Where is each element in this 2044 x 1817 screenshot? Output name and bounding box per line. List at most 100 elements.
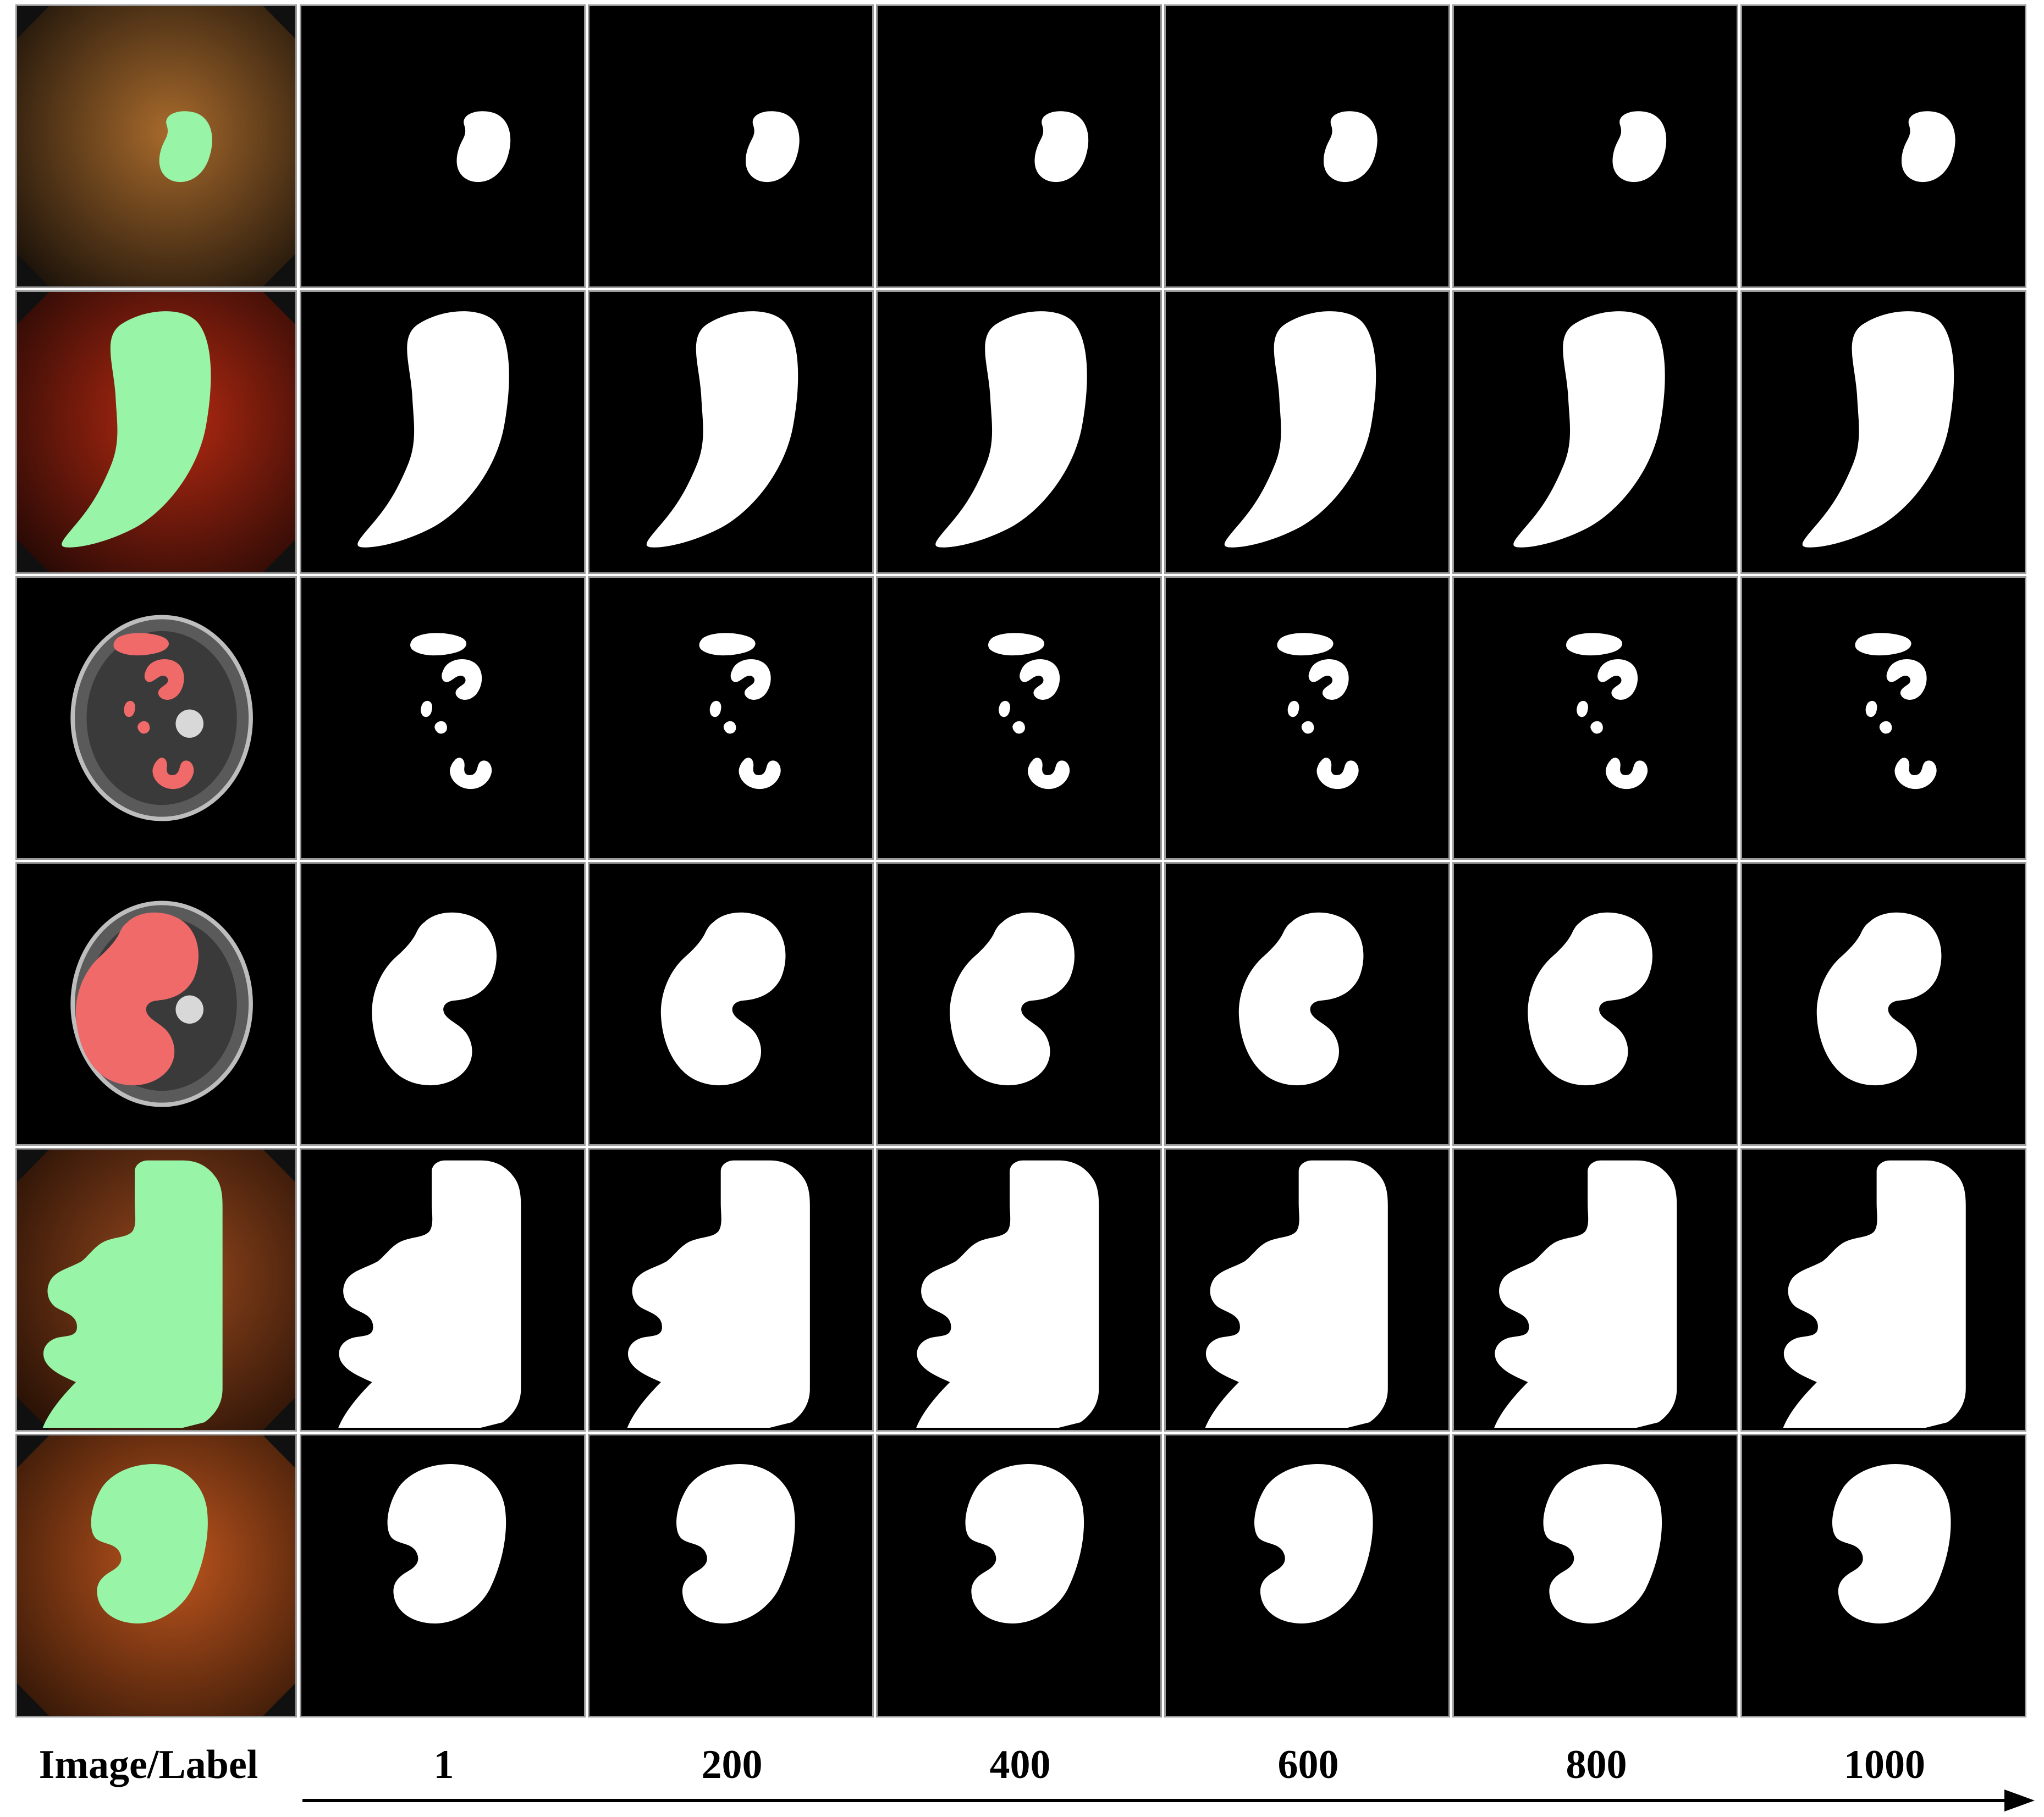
label-overlay: [62, 311, 211, 548]
label-region: [124, 700, 135, 717]
mask-tile: [1740, 290, 2026, 574]
source-image-tile: [15, 576, 297, 860]
mask-tile: [300, 1434, 586, 1717]
mask-tile: [1164, 576, 1450, 860]
mask-region: [916, 1160, 1099, 1428]
predicted-mask: [1802, 311, 1954, 548]
label-overlay: [42, 1160, 223, 1428]
predicted-mask: [1901, 111, 1955, 183]
predicted-mask: [1254, 1464, 1373, 1623]
column-label-step-200: 200: [701, 1742, 763, 1787]
mask-region: [709, 700, 721, 717]
mask-region: [410, 633, 467, 656]
mask-shape: [1802, 311, 1954, 548]
mask-region: [730, 659, 771, 700]
source-image-tile: [15, 4, 297, 288]
mask-shape: [1034, 111, 1089, 183]
predicted-mask: [1205, 1160, 1388, 1428]
mask-tile: [588, 862, 874, 1146]
label-region: [62, 311, 211, 548]
mask-region: [434, 721, 447, 734]
mask-tile: [1740, 862, 2026, 1146]
predicted-mask: [1238, 912, 1364, 1086]
predicted-mask: [1513, 311, 1665, 548]
predicted-mask: [746, 111, 800, 183]
mask-shape: [988, 633, 1070, 789]
mask-shape: [1612, 111, 1667, 183]
predicted-mask: [357, 311, 509, 548]
predicted-mask: [988, 633, 1070, 789]
mask-region: [1577, 700, 1588, 717]
mask-tile: [876, 290, 1162, 574]
mask-tile: [588, 290, 874, 574]
mask-region: [739, 758, 781, 789]
predicted-mask: [1612, 111, 1667, 183]
mask-tile: [300, 4, 586, 288]
ct-abdomen: [86, 631, 237, 805]
mask-region: [646, 311, 798, 548]
mask-shape: [1513, 311, 1665, 548]
mask-shape: [1205, 1160, 1388, 1428]
image-with-label-overlay: [17, 1150, 295, 1430]
mask-region: [1020, 659, 1060, 700]
image-with-label-overlay: [17, 292, 295, 572]
mask-region: [1894, 758, 1937, 789]
mask-tile: [1164, 1148, 1450, 1432]
mask-shape: [1323, 111, 1378, 183]
mask-region: [1308, 659, 1349, 700]
predicted-mask: [646, 311, 798, 548]
predicted-mask: [1494, 1160, 1677, 1428]
mask-region: [1566, 633, 1623, 656]
mask-region: [450, 758, 492, 789]
mask-region: [357, 311, 509, 548]
predicted-mask: [1224, 311, 1376, 548]
mask-shape: [1816, 912, 1942, 1086]
mask-tile: [1740, 1148, 2026, 1432]
mask-shape: [950, 912, 1075, 1086]
mask-tile: [300, 862, 586, 1146]
image-with-label-overlay: [17, 1435, 295, 1716]
mask-region: [1528, 912, 1652, 1086]
predicted-mask: [1816, 912, 1942, 1086]
mask-shape: [660, 912, 786, 1086]
mask-shape: [357, 311, 509, 548]
mask-tile: [588, 1434, 874, 1717]
mask-region: [1612, 111, 1667, 183]
mask-shape: [935, 311, 1087, 548]
predicted-mask: [627, 1160, 810, 1428]
mask-shape: [1543, 1464, 1662, 1623]
mask-shape: [1783, 1160, 1966, 1428]
mask-region: [1224, 311, 1376, 548]
ct-vertebra: [175, 995, 204, 1024]
mask-tile: [1740, 4, 2026, 288]
mask-region: [1034, 111, 1089, 183]
mask-shape: [1901, 111, 1955, 183]
mask-shape: [699, 633, 781, 789]
predicted-mask: [676, 1464, 795, 1623]
mask-region: [1783, 1160, 1966, 1428]
mask-region: [1028, 758, 1070, 789]
mask-tile: [1452, 1434, 1738, 1717]
predicted-mask: [372, 912, 497, 1086]
mask-shape: [1566, 633, 1648, 789]
mask-tile: [876, 1434, 1162, 1717]
mask-tile: [876, 862, 1162, 1146]
mask-tile: [588, 1148, 874, 1432]
image-with-label-overlay: [17, 6, 295, 286]
mask-shape: [646, 311, 798, 548]
label-region: [144, 659, 184, 700]
mask-region: [387, 1464, 506, 1623]
label-region: [152, 758, 194, 789]
predicted-mask: [410, 633, 492, 789]
mask-region: [1513, 311, 1665, 548]
mask-region: [1590, 721, 1603, 734]
mask-region: [1254, 1464, 1373, 1623]
mask-tile: [876, 576, 1162, 860]
mask-tile: [300, 1148, 586, 1432]
mask-region: [988, 633, 1045, 656]
mask-tile: [300, 576, 586, 860]
mask-region: [660, 912, 786, 1086]
mask-shape: [1224, 311, 1376, 548]
mask-shape: [1832, 1464, 1951, 1623]
mask-region: [1238, 912, 1364, 1086]
